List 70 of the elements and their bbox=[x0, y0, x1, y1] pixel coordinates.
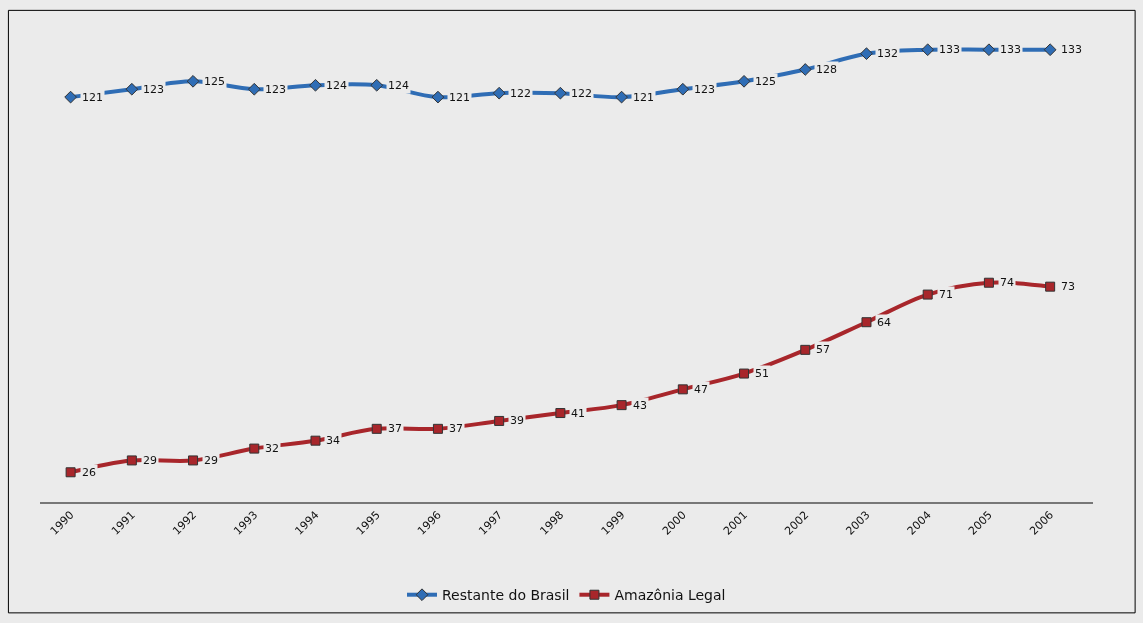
point bbox=[798, 63, 812, 76]
data-label: 34 bbox=[326, 434, 340, 447]
point bbox=[983, 277, 994, 288]
data-label: 132 bbox=[877, 47, 898, 60]
data-label: 123 bbox=[265, 83, 286, 96]
point bbox=[249, 443, 260, 454]
point bbox=[125, 82, 139, 96]
point bbox=[64, 90, 77, 104]
point bbox=[555, 408, 566, 419]
data-label: 74 bbox=[1000, 276, 1014, 289]
point bbox=[126, 455, 137, 466]
data-label: 124 bbox=[326, 79, 347, 92]
legend-label: Restante do Brasil bbox=[442, 587, 570, 604]
point bbox=[1045, 281, 1056, 292]
point bbox=[432, 423, 443, 434]
point bbox=[371, 423, 382, 434]
point bbox=[494, 415, 505, 426]
point bbox=[370, 78, 384, 92]
data-label: 73 bbox=[1061, 280, 1075, 293]
data-label: 47 bbox=[694, 383, 708, 396]
point bbox=[676, 82, 690, 96]
point bbox=[615, 90, 628, 104]
data-label: 133 bbox=[1000, 43, 1021, 56]
data-label: 123 bbox=[143, 83, 164, 96]
point bbox=[492, 86, 506, 100]
point bbox=[737, 74, 751, 88]
point bbox=[310, 435, 321, 446]
data-label: 121 bbox=[449, 91, 470, 104]
point bbox=[922, 289, 933, 300]
data-label: 124 bbox=[388, 79, 409, 92]
data-label: 133 bbox=[1061, 43, 1082, 56]
point bbox=[982, 43, 996, 57]
data-label: 121 bbox=[633, 91, 654, 104]
legend-label: Amazônia Legal bbox=[614, 587, 726, 604]
point bbox=[431, 90, 445, 104]
point bbox=[861, 317, 872, 328]
point bbox=[309, 78, 322, 92]
data-label: 122 bbox=[571, 87, 592, 100]
data-label: 123 bbox=[694, 83, 715, 96]
data-label: 39 bbox=[510, 414, 524, 427]
point bbox=[188, 455, 199, 466]
data-label: 43 bbox=[633, 399, 647, 412]
point bbox=[186, 74, 200, 88]
data-label: 37 bbox=[388, 422, 402, 435]
data-label: 37 bbox=[449, 422, 463, 435]
point bbox=[800, 344, 811, 355]
data-label: 128 bbox=[816, 63, 837, 76]
point bbox=[921, 43, 935, 57]
data-label: 26 bbox=[82, 466, 96, 479]
data-label: 121 bbox=[82, 91, 103, 104]
point bbox=[247, 82, 261, 96]
point bbox=[554, 86, 567, 100]
data-label: 71 bbox=[939, 288, 953, 301]
data-label: 125 bbox=[204, 75, 225, 88]
point bbox=[860, 47, 873, 61]
data-label: 32 bbox=[265, 442, 279, 455]
point bbox=[677, 384, 688, 395]
data-label: 125 bbox=[755, 75, 776, 88]
data-label: 41 bbox=[571, 407, 585, 420]
point bbox=[65, 467, 76, 478]
point bbox=[739, 368, 750, 379]
point bbox=[1043, 43, 1057, 57]
data-label: 29 bbox=[143, 454, 157, 467]
data-label: 51 bbox=[755, 367, 769, 380]
data-label: 57 bbox=[816, 343, 830, 356]
data-label: 133 bbox=[939, 43, 960, 56]
data-label: 29 bbox=[204, 454, 218, 467]
data-label: 64 bbox=[877, 316, 891, 329]
data-label: 122 bbox=[510, 87, 531, 100]
point bbox=[616, 400, 627, 411]
